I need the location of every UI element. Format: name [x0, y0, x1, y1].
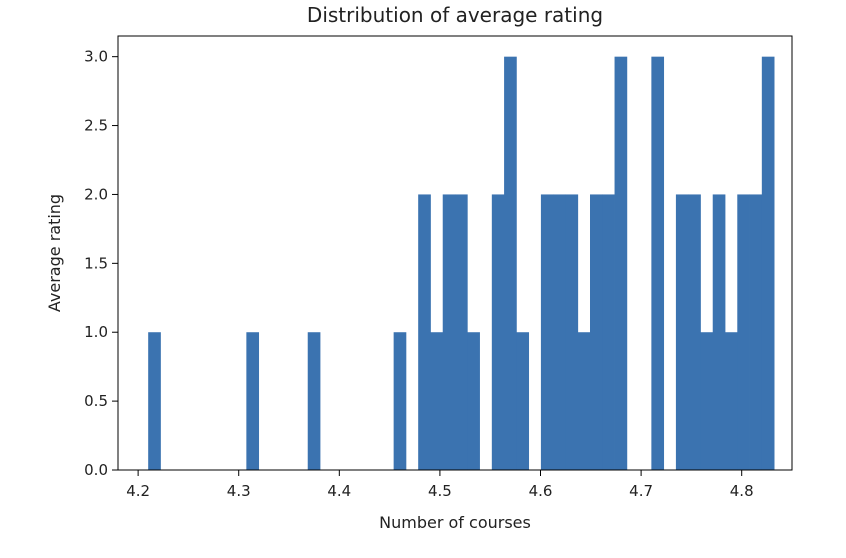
histogram-bar: [418, 194, 431, 470]
x-tick-label: 4.5: [428, 482, 452, 500]
x-axis-ticks: 4.2 4.3 4.4 4.5 4.6 4.7 4.8: [126, 470, 753, 500]
histogram-bar: [700, 332, 713, 470]
histogram-bar: [394, 332, 407, 470]
histogram-bar: [443, 194, 456, 470]
bars-group: [148, 57, 774, 470]
chart-title: Distribution of average rating: [307, 3, 603, 27]
histogram-bar: [651, 57, 664, 470]
histogram-bar: [553, 194, 566, 470]
histogram-bar: [467, 332, 480, 470]
histogram-bar: [246, 332, 259, 470]
histogram-bar: [516, 332, 529, 470]
histogram-bar: [713, 194, 726, 470]
histogram-bar: [762, 57, 775, 470]
x-tick-label: 4.4: [327, 482, 351, 500]
histogram-bar: [688, 194, 701, 470]
histogram-bar: [308, 332, 321, 470]
histogram-bar: [578, 332, 591, 470]
y-tick-label: 3.0: [84, 48, 108, 66]
x-tick-label: 4.3: [227, 482, 251, 500]
y-tick-label: 2.5: [84, 117, 108, 135]
histogram-bar: [148, 332, 161, 470]
y-tick-label: 2.0: [84, 185, 108, 203]
y-tick-label: 0.5: [84, 392, 108, 410]
histogram-bar: [602, 194, 615, 470]
x-tick-label: 4.8: [730, 482, 754, 500]
histogram-bar: [492, 194, 505, 470]
histogram-bar: [455, 194, 468, 470]
histogram-bar: [676, 194, 689, 470]
histogram-bar: [541, 194, 554, 470]
y-axis-ticks: 0.0 0.5 1.0 1.5 2.0 2.5 3.0: [84, 48, 118, 479]
x-tick-label: 4.2: [126, 482, 150, 500]
histogram-bar: [504, 57, 517, 470]
y-tick-label: 1.5: [84, 254, 108, 272]
y-tick-label: 1.0: [84, 323, 108, 341]
histogram-bar: [565, 194, 578, 470]
y-axis-label: Average rating: [45, 194, 64, 312]
x-axis-label: Number of courses: [379, 513, 531, 532]
histogram-bar: [737, 194, 750, 470]
x-tick-label: 4.6: [529, 482, 553, 500]
histogram-bar: [615, 57, 628, 470]
histogram-bar: [725, 332, 738, 470]
histogram-bar: [750, 194, 763, 470]
histogram-bar: [430, 332, 443, 470]
x-tick-label: 4.7: [629, 482, 653, 500]
histogram-bar: [590, 194, 603, 470]
y-tick-label: 0.0: [84, 461, 108, 479]
